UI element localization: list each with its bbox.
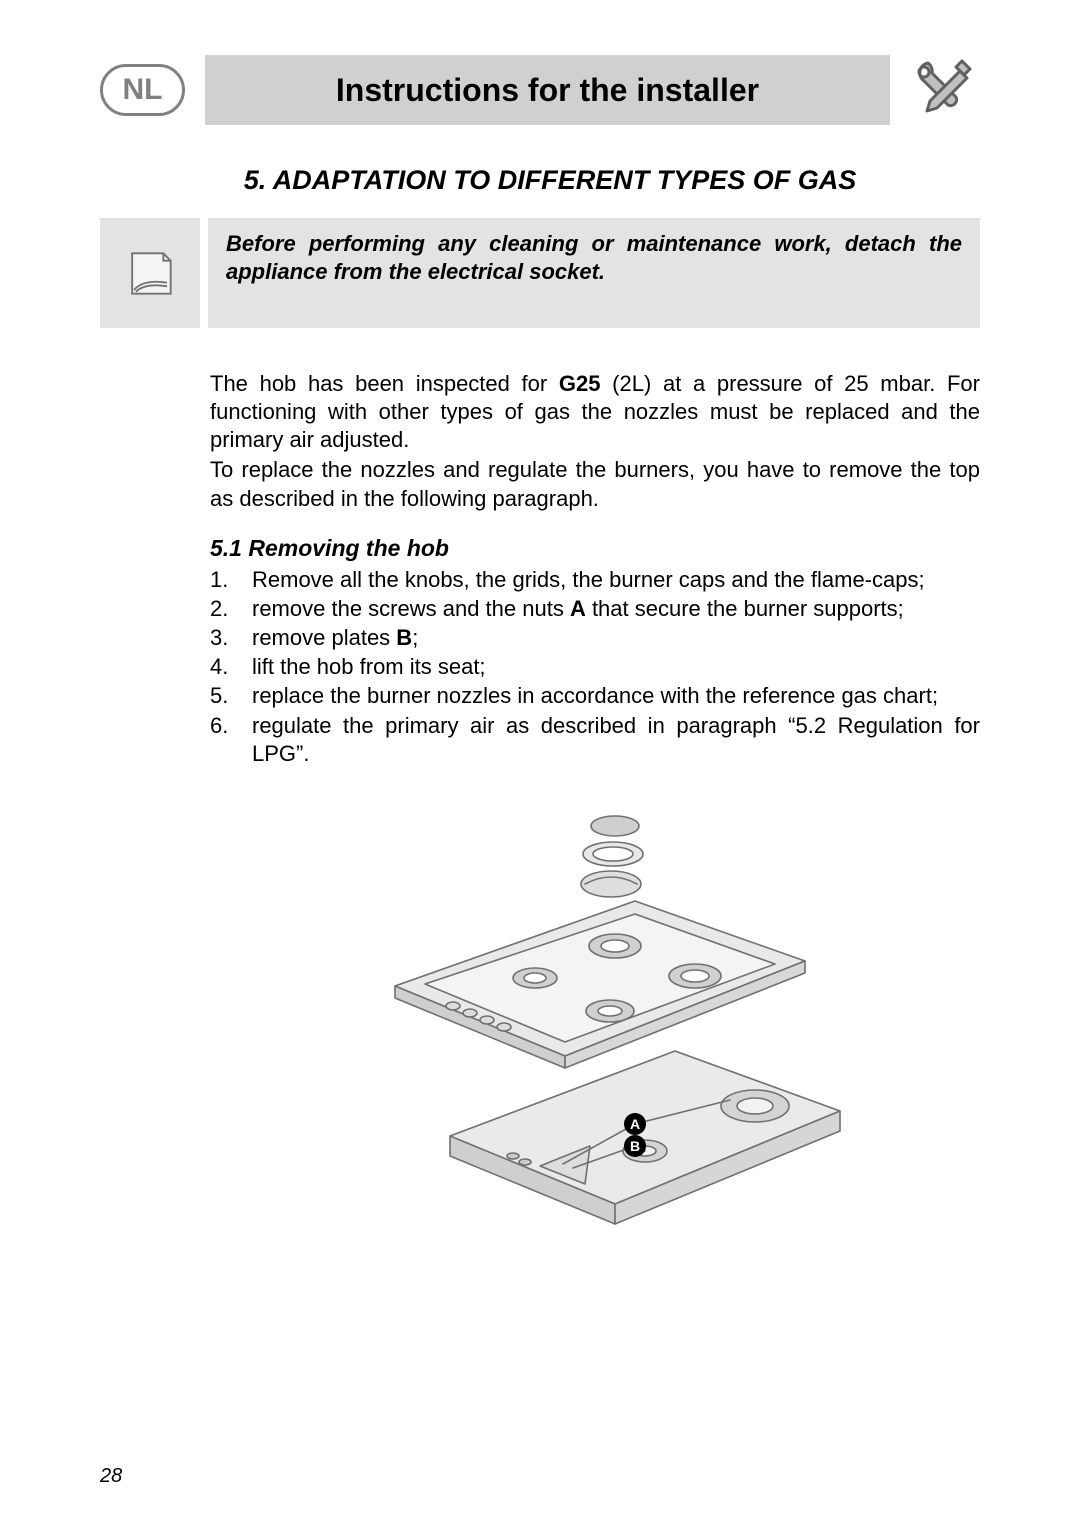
warning-row: Before performing any cleaning or mainte… — [100, 218, 980, 328]
page-header: NL Instructions for the installer — [100, 50, 980, 130]
warning-text: Before performing any cleaning or mainte… — [226, 230, 962, 285]
intro-paragraph-1: The hob has been inspected for G25 (2L) … — [210, 370, 980, 454]
intro-p1-bold: G25 — [559, 371, 601, 396]
step-text: lift the hob from its seat; — [252, 654, 486, 679]
step-item: lift the hob from its seat; — [210, 653, 980, 681]
step-text: remove the screws and the nuts — [252, 596, 570, 621]
header-title: Instructions for the installer — [336, 72, 759, 109]
step-item: replace the burner nozzles in accordance… — [210, 682, 980, 710]
warning-text-box: Before performing any cleaning or mainte… — [208, 218, 980, 328]
step-text: replace the burner nozzles in accordance… — [252, 683, 938, 708]
step-text: regulate the primary air as described in… — [252, 713, 980, 766]
section-heading: 5. ADAPTATION TO DIFFERENT TYPES OF GAS — [120, 165, 980, 196]
warning-icon-box — [100, 218, 200, 328]
step-item: regulate the primary air as described in… — [210, 712, 980, 768]
step-text-post: that secure the burner supports; — [586, 596, 904, 621]
step-item: remove plates B; — [210, 624, 980, 652]
language-badge: NL — [100, 64, 185, 116]
intro-p1-pre: The hob has been inspected for — [210, 371, 559, 396]
step-item: remove the screws and the nuts A that se… — [210, 595, 980, 623]
subsection-heading: 5.1 Removing the hob — [210, 535, 980, 562]
diagram-label-b: B — [630, 1138, 640, 1154]
diagram-label-a: A — [630, 1116, 640, 1132]
step-bold: A — [570, 596, 586, 621]
hob-diagram: A B — [210, 806, 980, 1266]
tools-icon — [910, 55, 980, 125]
step-text: Remove all the knobs, the grids, the bur… — [252, 567, 925, 592]
steps-list: Remove all the knobs, the grids, the bur… — [210, 566, 980, 768]
step-item: Remove all the knobs, the grids, the bur… — [210, 566, 980, 594]
header-title-bar: Instructions for the installer — [205, 55, 890, 125]
language-code: NL — [123, 73, 163, 107]
page-number: 28 — [100, 1465, 122, 1488]
manual-icon — [123, 246, 178, 301]
body-content: The hob has been inspected for G25 (2L) … — [210, 370, 980, 1266]
step-bold: B — [396, 625, 412, 650]
step-text: remove plates — [252, 625, 396, 650]
intro-paragraph-2: To replace the nozzles and regulate the … — [210, 456, 980, 512]
step-text-post: ; — [412, 625, 418, 650]
